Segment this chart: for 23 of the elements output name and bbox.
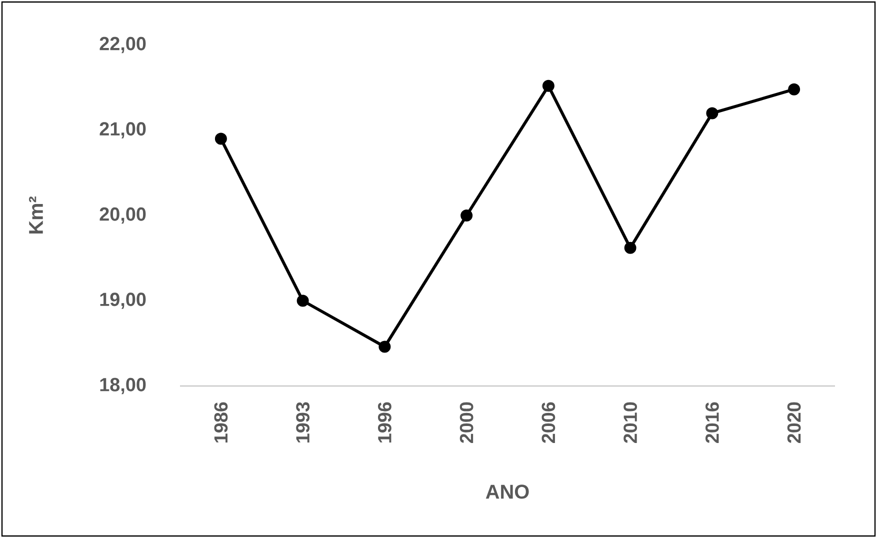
point [542, 80, 554, 92]
x-tick-label: 2010 [624, 402, 638, 443]
y-axis-title: Km² [28, 196, 43, 234]
x-axis-title: ANO [486, 484, 529, 499]
x-tick-label: 2000 [460, 402, 474, 443]
point [624, 242, 636, 254]
x-tick-label: 2020 [787, 402, 801, 443]
y-tick-label: 20,00 [100, 207, 146, 224]
point [788, 83, 800, 96]
x-tick-label: 2006 [542, 402, 556, 443]
x-tick-label: 1996 [378, 402, 392, 442]
point [706, 107, 718, 120]
x-tick-label: 2016 [705, 402, 719, 443]
x-tick-label: 1986 [214, 402, 228, 442]
point [378, 340, 391, 353]
point [460, 210, 473, 222]
y-tick-label: 18,00 [100, 378, 146, 394]
y-tick-label: 19,00 [100, 292, 146, 309]
point [296, 294, 309, 307]
point [214, 132, 227, 145]
x-tick-label: 1993 [296, 402, 310, 442]
y-tick-label: 22,00 [100, 36, 146, 54]
y-tick-label: 21,00 [100, 122, 146, 138]
